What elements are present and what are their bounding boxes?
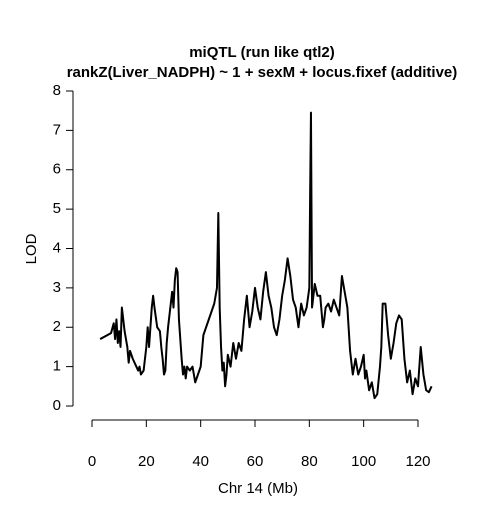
- y-tick-label: 7: [53, 121, 61, 138]
- y-tick-label: 5: [53, 200, 61, 217]
- y-tick-label: 4: [53, 239, 61, 256]
- y-tick-label: 8: [53, 82, 61, 99]
- x-tick-label: 0: [88, 453, 96, 470]
- x-tick-label: 20: [138, 453, 155, 470]
- x-tick-label: 80: [301, 453, 318, 470]
- lod-line: [99, 111, 433, 400]
- y-tick-label: 0: [53, 397, 61, 414]
- chart-title: miQTL (run like qtl2): [189, 44, 335, 61]
- chart-subtitle: rankZ(Liver_NADPH) ~ 1 + sexM + locus.fi…: [67, 64, 458, 81]
- x-tick-label: 120: [405, 453, 430, 470]
- y-axis-label: LOD: [23, 233, 40, 264]
- y-tick-label: 1: [53, 358, 61, 375]
- x-axis-label: Chr 14 (Mb): [218, 480, 298, 497]
- y-tick-label: 2: [53, 318, 61, 335]
- x-tick-label: 100: [351, 453, 376, 470]
- y-tick-label: 6: [53, 161, 61, 178]
- x-tick-label: 40: [192, 453, 209, 470]
- y-tick-label: 3: [53, 279, 61, 296]
- x-tick-label: 60: [247, 453, 264, 470]
